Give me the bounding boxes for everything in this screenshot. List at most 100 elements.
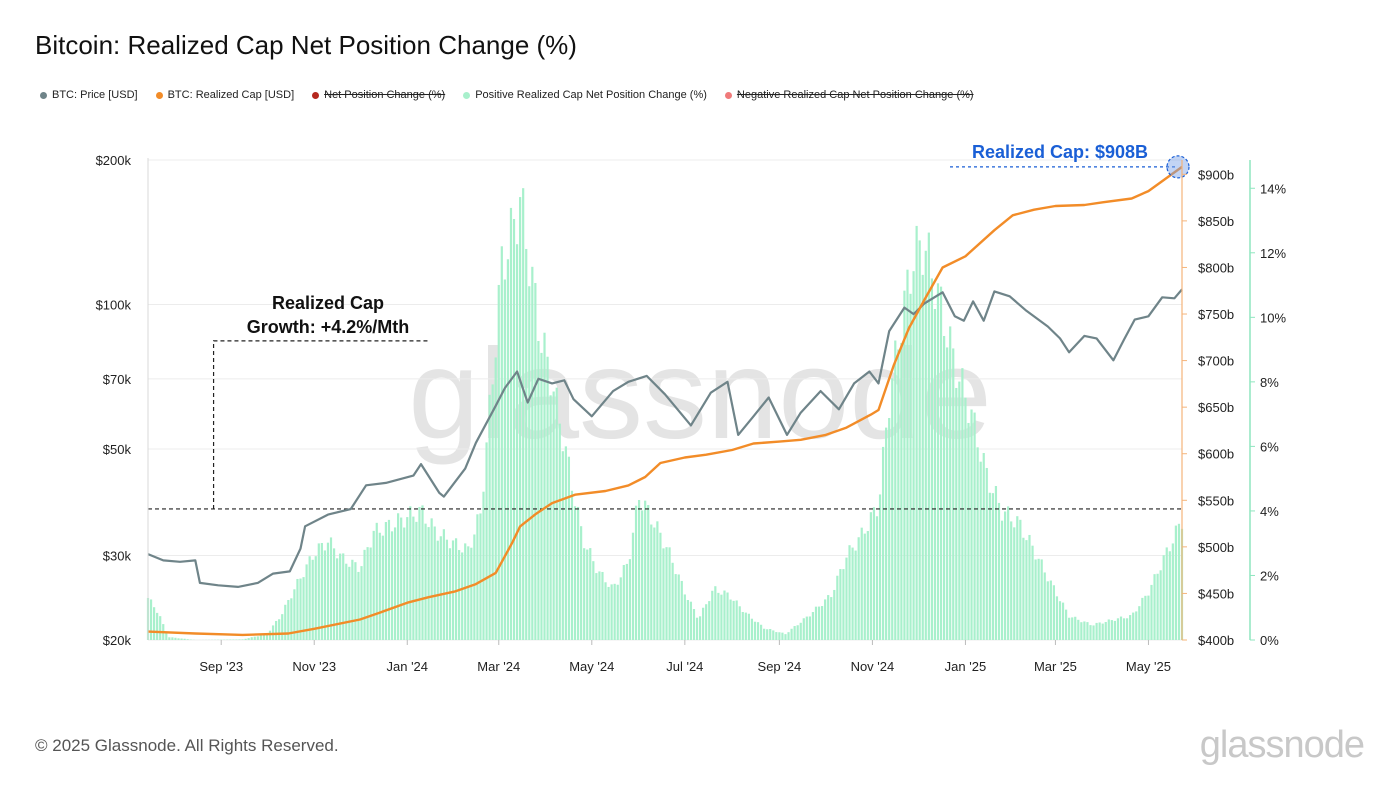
positive-change-bar: [1159, 570, 1162, 640]
positive-change-bar: [360, 566, 363, 640]
chart-legend: BTC: Price [USD] BTC: Realized Cap [USD]…: [40, 89, 974, 101]
y-right2-tick-label: 6%: [1260, 439, 1279, 454]
positive-change-bar: [406, 517, 409, 640]
positive-change-bar: [747, 613, 750, 640]
legend-item-positive-change[interactable]: Positive Realized Cap Net Position Chang…: [463, 89, 707, 101]
growth-bracket-dashed: [212, 340, 429, 509]
positive-change-bar: [412, 516, 415, 640]
positive-change-bar: [921, 274, 924, 640]
positive-change-bar: [769, 628, 772, 640]
positive-change-bar: [561, 451, 564, 640]
legend-swatch-positive-change: [463, 91, 471, 99]
positive-change-bar: [653, 527, 656, 640]
positive-change-bar: [308, 556, 311, 640]
positive-change-bar: [946, 347, 949, 640]
positive-change-bar: [888, 418, 891, 640]
x-tick-label: Sep '23: [199, 659, 243, 674]
positive-change-bar: [1037, 558, 1040, 640]
x-tick-label: Jul '24: [666, 659, 703, 674]
positive-change-bar: [872, 507, 876, 640]
positive-change-bar: [784, 634, 787, 640]
positive-change-bar: [464, 543, 467, 640]
positive-change-bar: [259, 635, 262, 640]
positive-change-bar: [647, 505, 650, 640]
positive-change-bar: [497, 284, 500, 640]
positive-change-bar: [799, 622, 802, 640]
x-tick-label: Jan '24: [387, 659, 429, 674]
positive-change-bar: [1165, 547, 1168, 640]
positive-change-bar: [674, 574, 677, 640]
positive-change-bar: [442, 529, 445, 640]
axis-layer: $20k $30k $50k $70k $100k $200k Sep '23 Nov '23…: [96, 153, 1287, 674]
positive-change-bar: [1010, 521, 1013, 640]
legend-item-negative-change[interactable]: Negative Realized Cap Net Position Chang…: [724, 89, 974, 101]
positive-change-bar: [247, 638, 250, 640]
y-right2-tick-label: 8%: [1260, 375, 1279, 390]
positive-change-bar: [323, 550, 327, 640]
positive-change-bar: [732, 600, 735, 640]
positive-change-bar: [500, 246, 503, 640]
positive-change-bar: [857, 537, 860, 640]
positive-change-bar: [805, 616, 808, 640]
positive-change-bar: [1031, 545, 1034, 640]
positive-change-bar: [424, 523, 427, 640]
positive-change-bar: [781, 632, 784, 640]
positive-change-bar: [997, 502, 1001, 640]
positive-change-bar: [927, 232, 930, 640]
legend-item-net-position-change[interactable]: Net Position Change (%): [312, 89, 445, 101]
positive-change-bar: [680, 580, 683, 640]
positive-change-bar: [723, 590, 726, 640]
y-right1-tick-label: $900b: [1198, 167, 1234, 182]
positive-change-bar: [180, 638, 183, 640]
positive-change-bar: [967, 422, 970, 640]
positive-change-bar: [592, 561, 595, 640]
positive-change-bar: [598, 571, 601, 640]
positive-change-bar: [458, 550, 461, 640]
positive-change-bar: [149, 599, 153, 640]
positive-change-bar: [1138, 606, 1141, 640]
positive-change-bar: [311, 559, 314, 640]
positive-change-bar: [1043, 572, 1046, 640]
positive-change-bar: [790, 628, 793, 640]
positive-change-bar: [357, 571, 360, 640]
positive-change-bar: [619, 577, 622, 640]
positive-change-bar: [1055, 596, 1059, 640]
positive-change-bar: [1174, 525, 1177, 640]
positive-change-bar: [174, 637, 177, 640]
y-left-tick-label: $100k: [96, 297, 132, 312]
positive-change-bar: [393, 527, 397, 640]
positive-change-bar: [427, 527, 430, 640]
y-right1-tick-label: $850b: [1198, 214, 1234, 229]
positive-change-bar: [400, 517, 403, 640]
positive-change-bar: [1141, 597, 1144, 640]
y-left-tick-label: $200k: [96, 153, 132, 168]
positive-change-bar: [281, 614, 284, 640]
positive-change-bar: [1132, 612, 1135, 640]
brand-logo: glassnode: [1199, 724, 1365, 766]
legend-item-price[interactable]: BTC: Price [USD]: [40, 89, 138, 101]
positive-change-bar: [1052, 585, 1055, 640]
positive-change-bar: [936, 283, 940, 640]
positive-change-bar: [317, 543, 320, 640]
positive-change-bar: [1119, 616, 1123, 640]
legend-swatch-negative-change: [724, 91, 732, 99]
positive-change-bar: [979, 461, 982, 640]
positive-change-bar: [336, 558, 339, 640]
positive-change-bar: [659, 532, 662, 640]
positive-change-bar: [714, 586, 717, 640]
positive-change-bar: [622, 565, 625, 640]
positive-change-bar: [418, 506, 421, 640]
x-tick-label: May '24: [569, 659, 614, 674]
chart-title: Bitcoin: Realized Cap Net Position Chang…: [35, 30, 577, 60]
positive-change-bar: [991, 493, 994, 640]
legend-item-realized-cap[interactable]: BTC: Realized Cap [USD]: [155, 89, 294, 101]
positive-change-bar: [293, 589, 296, 640]
positive-change-bar: [503, 279, 506, 640]
positive-change-bar: [1156, 573, 1159, 640]
positive-change-bar: [830, 597, 833, 640]
positive-change-bar: [845, 557, 848, 640]
positive-change-bar: [430, 518, 433, 640]
positive-change-bar: [244, 638, 247, 640]
positive-change-bar: [165, 633, 168, 640]
